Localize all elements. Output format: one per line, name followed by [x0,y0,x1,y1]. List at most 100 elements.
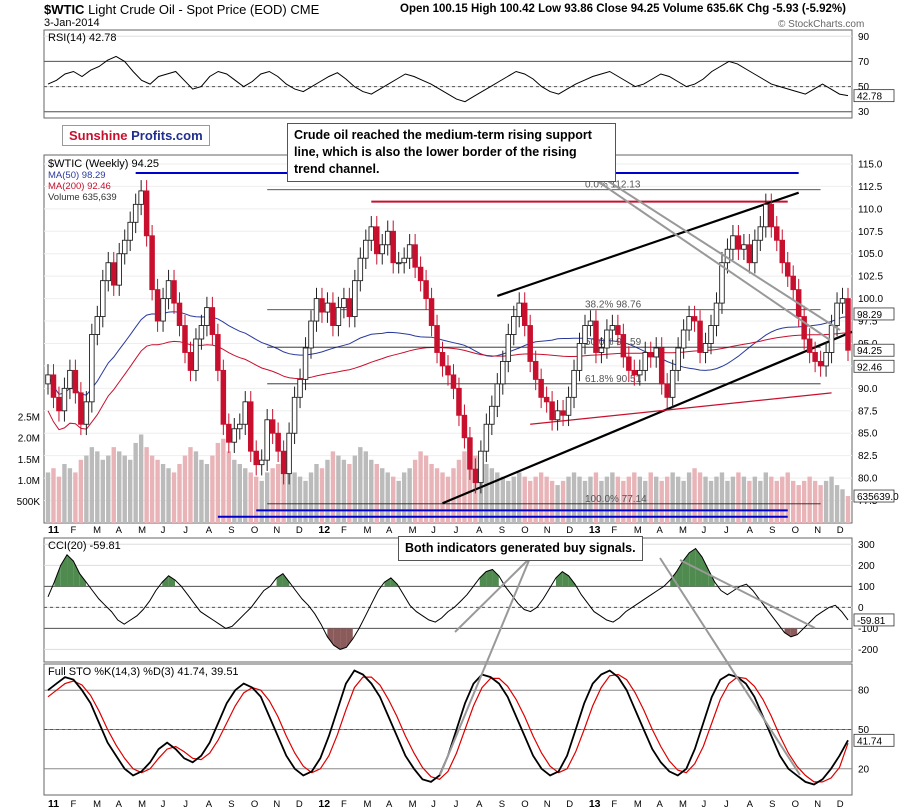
candle-body [631,369,638,376]
volume-bar [670,472,675,523]
volume-bar [275,464,281,523]
cci-fill-over [555,571,563,587]
candle-body [100,280,106,318]
volume-bar [429,464,434,523]
volume-bar [758,480,763,523]
candle-body [324,302,331,313]
x-label-price-30: J [724,525,729,536]
rsi-tick-1: 50 [858,82,870,93]
volume-bar [500,476,505,523]
candle-body [439,352,446,367]
candle-body [160,298,166,322]
candle-body [313,298,320,322]
support-trend-line [442,330,853,505]
candle-body [247,401,254,452]
candle-body [500,360,506,385]
volume-bar [845,496,851,523]
fib-label-3: 61.8% 90.51 [585,374,642,385]
candle-body [532,360,539,380]
volume-bar [527,480,533,523]
candle-body [209,307,216,335]
volume-bar [62,464,67,523]
candle-body [434,325,440,353]
x-label-price-21: O [521,525,528,536]
x-label-bottom-11: D [296,799,303,810]
volume-bar [232,459,237,523]
price-tick-12: 107.5 [858,227,883,238]
x-label-price-14: M [363,525,371,536]
candle-body [132,203,139,223]
cci-tick-3: 100 [858,582,875,593]
volume-bar [166,468,171,523]
candle-body [713,302,720,326]
candle-body [390,230,396,264]
brand-part2: Profits.com [131,128,203,143]
volume-bar [714,476,719,523]
candle-body [231,428,238,443]
candle-body [461,414,468,439]
price-label-volume: 635639.0 [857,492,899,503]
x-label-bottom-6: J [183,799,188,810]
volume-bar [615,476,621,523]
x-label-price-26: M [634,525,642,536]
sto-tick-2: 80 [858,686,870,697]
candle-body [182,325,188,353]
callout-line-4 [439,557,531,776]
rsi-title: RSI(14) 42.78 [48,32,116,44]
header-ohlc: Open 100.15 High 100.42 Low 93.86 Close … [400,3,846,15]
volume-bar [144,447,149,523]
volume-bar [807,476,812,523]
candle-body [127,221,133,241]
x-label-bottom-32: S [769,799,775,810]
price-label-ma200: 92.46 [857,362,882,373]
x-label-bottom-29: J [702,799,707,810]
cci-last-label: -59.81 [857,616,886,627]
x-label-bottom-28: M [679,799,687,810]
x-label-bottom-27: A [656,799,663,810]
x-label-price-2: M [93,525,101,536]
candle-body [187,352,194,371]
volume-bar [401,472,407,523]
volume-bar [237,464,242,523]
candle-body [516,302,522,318]
volume-bar [407,468,412,523]
rsi-last-label-box [853,89,895,103]
volume-bar [451,468,456,523]
fib-label-2: 50.0% 94.59 [585,337,642,348]
volume-bar [369,459,374,523]
candle-body [735,235,742,250]
x-label-price-20: S [499,525,505,536]
volume-bar [456,459,462,523]
x-label-price-33: O [792,525,799,536]
volume-bar [812,480,818,523]
header-exchange: CME [290,2,320,17]
candle-body [406,244,413,259]
candle-body [149,235,155,291]
candle-body [111,262,117,286]
x-label-price-32: S [769,525,775,536]
callout-line-5 [659,557,801,776]
volume-bar [308,472,314,523]
volume-bar [45,472,51,523]
volume-bar [648,472,653,523]
candle-body [138,190,144,205]
volume-bar [747,480,752,523]
candle-body [428,298,435,326]
volume-bar [177,464,182,523]
candle-body [719,262,725,304]
candle-body [697,320,703,353]
candle-body [483,423,490,452]
price-tick-9: 100.0 [858,294,883,305]
x-label-price-16: M [409,525,417,536]
candle-body [220,369,227,425]
candle-body [790,275,796,291]
volume-bar [221,438,226,523]
volume-bar [703,476,708,523]
candle-body [412,244,418,268]
candle-body [609,325,616,331]
volume-bar [127,459,133,523]
cci-fill-over [689,548,696,587]
rsi-tick-3: 90 [858,32,870,43]
candle-body [658,347,665,385]
